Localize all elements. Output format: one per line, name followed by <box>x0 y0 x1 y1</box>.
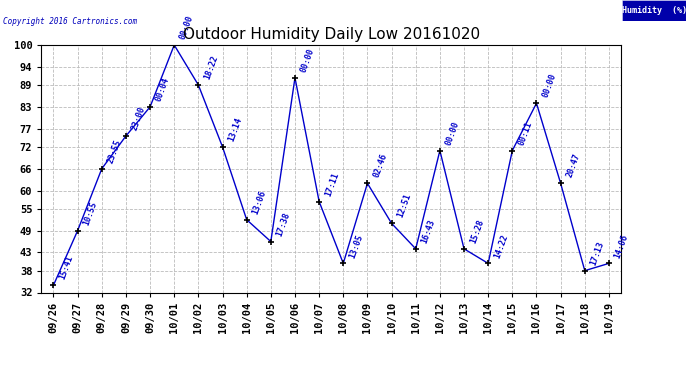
Text: 00:00: 00:00 <box>541 72 558 99</box>
Text: 18:22: 18:22 <box>203 54 219 81</box>
Text: 16:43: 16:43 <box>420 218 437 244</box>
Text: 15:28: 15:28 <box>469 218 485 244</box>
Text: 20:47: 20:47 <box>565 153 582 179</box>
Text: 13:06: 13:06 <box>251 189 268 216</box>
Text: 17:13: 17:13 <box>589 240 606 267</box>
Text: 00:00: 00:00 <box>179 14 195 41</box>
Text: Humidity  (%): Humidity (%) <box>622 6 687 15</box>
Text: 23:00: 23:00 <box>130 105 147 132</box>
Text: 15:41: 15:41 <box>58 255 75 281</box>
Title: Outdoor Humidity Daily Low 20161020: Outdoor Humidity Daily Low 20161020 <box>183 27 480 42</box>
Text: 10:55: 10:55 <box>82 200 99 226</box>
Text: 14:06: 14:06 <box>613 232 630 259</box>
Text: 13:05: 13:05 <box>348 232 364 259</box>
Text: 17:38: 17:38 <box>275 211 292 237</box>
Text: 12:51: 12:51 <box>396 193 413 219</box>
Text: 17:11: 17:11 <box>324 171 340 197</box>
Text: 13:14: 13:14 <box>227 116 244 143</box>
Text: 14:22: 14:22 <box>493 232 509 259</box>
Text: 23:55: 23:55 <box>106 138 123 165</box>
Text: 00:00: 00:00 <box>299 47 316 74</box>
Text: Copyright 2016 Cartronics.com: Copyright 2016 Cartronics.com <box>3 17 137 26</box>
Text: 00:11: 00:11 <box>517 120 533 146</box>
Text: 02:46: 02:46 <box>372 153 388 179</box>
Text: 00:04: 00:04 <box>155 76 171 103</box>
Text: 00:00: 00:00 <box>444 120 461 146</box>
